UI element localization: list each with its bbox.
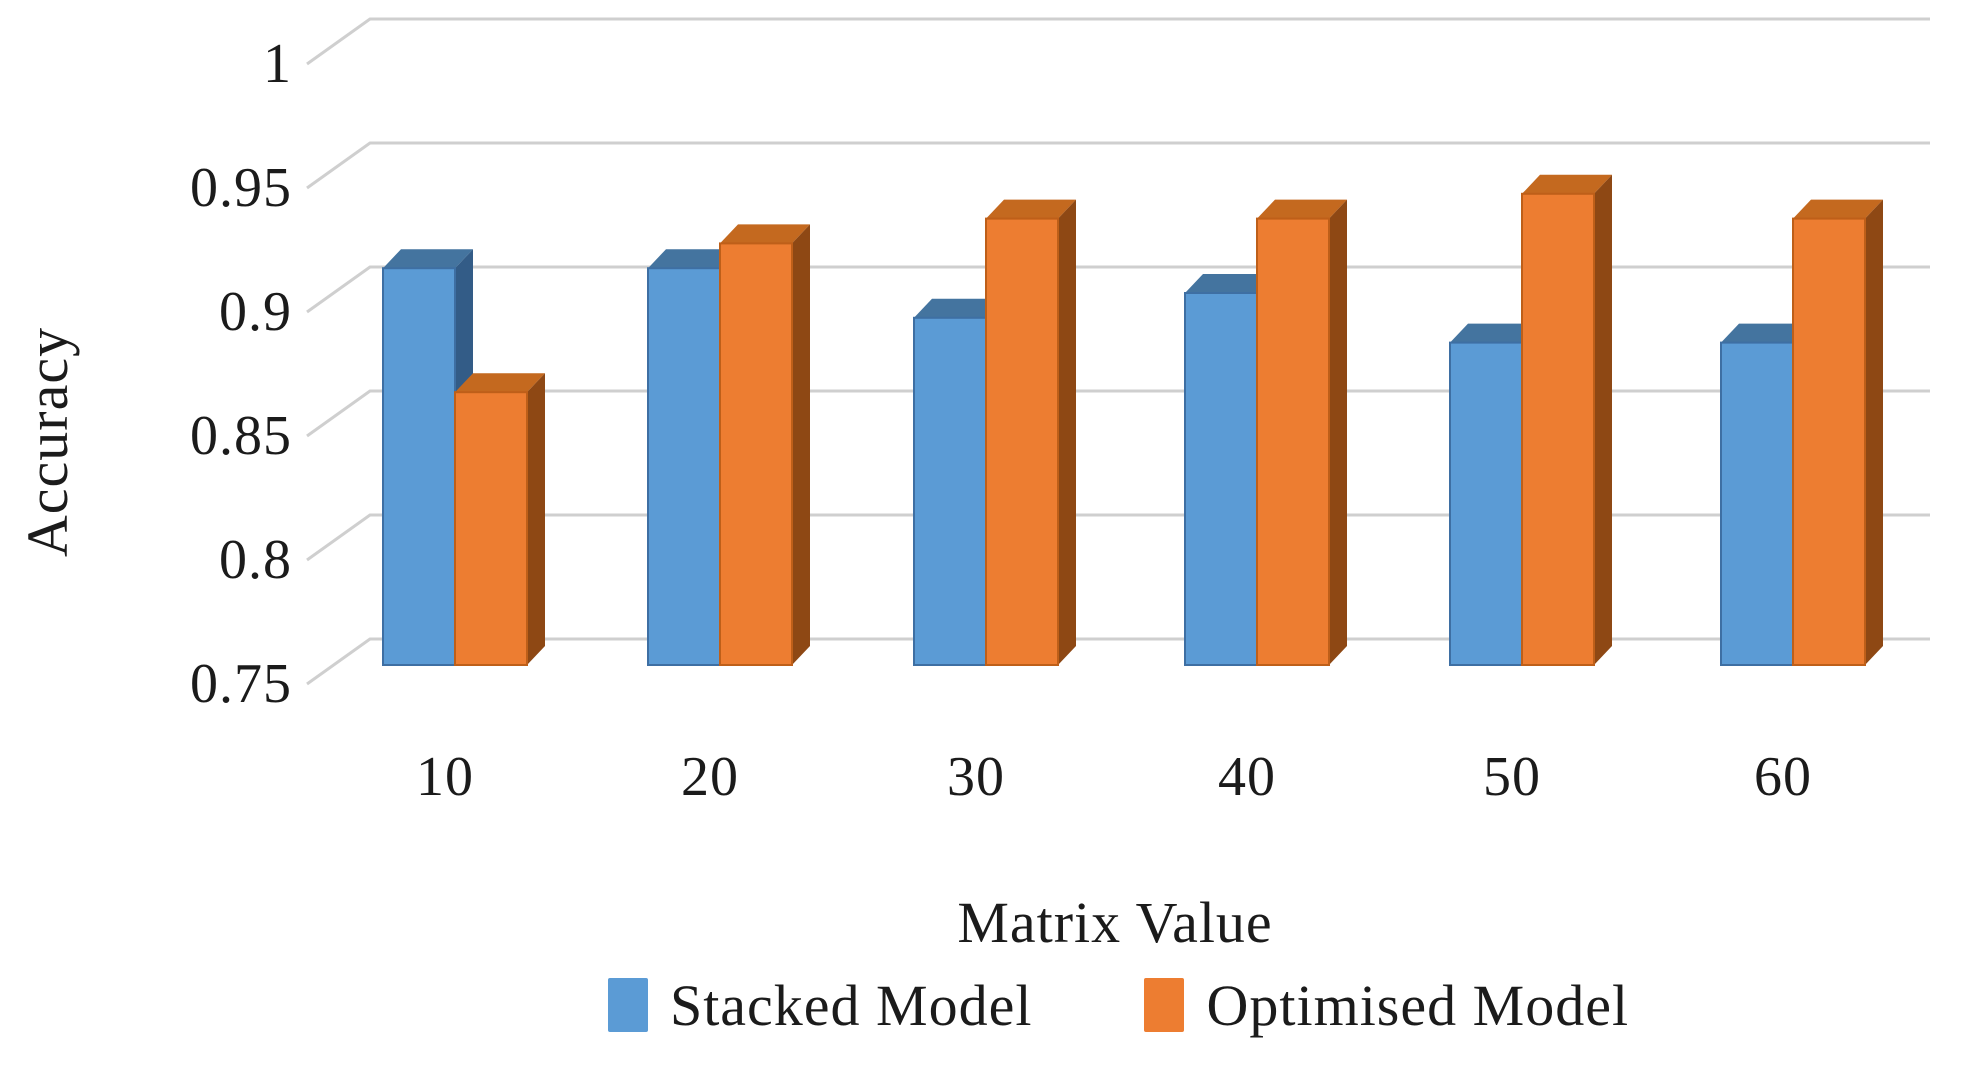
bar-side-face xyxy=(1329,199,1347,665)
legend-item-stacked: Stacked Model xyxy=(607,972,1033,1039)
gridline xyxy=(306,389,1930,438)
x-tick-label: 40 xyxy=(1218,746,1276,808)
legend-item-optimised: Optimised Model xyxy=(1144,972,1629,1039)
y-tick-label: 0.85 xyxy=(190,405,292,467)
bar-optimised xyxy=(454,391,528,666)
x-tick-label: 50 xyxy=(1483,746,1541,808)
gridline xyxy=(306,513,1930,562)
bar-side-face xyxy=(527,373,545,665)
legend-label-optimised: Optimised Model xyxy=(1206,972,1630,1038)
x-tick-label: 30 xyxy=(947,746,1005,808)
bar-top-face xyxy=(1793,199,1883,219)
bar-top-face xyxy=(455,373,545,393)
bar-side-face xyxy=(1865,199,1883,665)
legend-swatch-stacked-icon xyxy=(607,978,648,1032)
y-tick-label: 0.75 xyxy=(190,653,292,715)
bar-stacked xyxy=(382,267,456,666)
bar-top-face xyxy=(914,298,1004,318)
x-tick-label: 60 xyxy=(1754,746,1812,808)
bar-top-face xyxy=(1185,274,1275,293)
bar-optimised xyxy=(719,242,793,666)
y-tick-label: 0.9 xyxy=(219,281,292,343)
bar-stacked xyxy=(913,316,987,666)
legend-label-stacked: Stacked Model xyxy=(669,972,1033,1038)
y-axis-title: Accuracy xyxy=(15,326,80,558)
x-tick-label: 10 xyxy=(416,746,474,808)
bar-top-face xyxy=(720,224,810,244)
bar-stacked xyxy=(1184,292,1258,666)
bar-optimised xyxy=(1256,217,1330,666)
bar-stacked xyxy=(1720,341,1794,666)
gridline xyxy=(306,141,1930,190)
y-tick-label: 0.95 xyxy=(190,157,292,219)
bar-side-face xyxy=(1058,199,1076,665)
bar-top-face xyxy=(1522,174,1612,194)
bar-top-face xyxy=(986,199,1076,219)
bar-optimised xyxy=(1521,192,1595,667)
legend: Stacked Model Optimised Model xyxy=(307,968,1930,1042)
legend-swatch-optimised-icon xyxy=(1144,978,1185,1032)
y-tick-label: 1 xyxy=(263,33,292,95)
bar-top-face xyxy=(1450,323,1540,343)
gridline xyxy=(306,637,1930,686)
bar-side-face xyxy=(792,224,810,665)
bar-top-face xyxy=(1257,199,1347,219)
gridline xyxy=(306,17,1930,66)
x-tick-label: 20 xyxy=(681,746,739,808)
bar-optimised xyxy=(985,217,1059,666)
y-tick-label: 0.8 xyxy=(219,529,292,591)
bar-stacked xyxy=(1449,341,1523,666)
gridline xyxy=(306,265,1930,314)
bar-stacked xyxy=(647,267,721,666)
bar-top-face xyxy=(383,249,473,269)
bar-optimised xyxy=(1792,217,1866,666)
bar-side-face xyxy=(1594,174,1612,666)
bar-top-face xyxy=(648,249,738,269)
bar-top-face xyxy=(1721,323,1811,343)
x-axis-title: Matrix Value xyxy=(957,890,1273,955)
